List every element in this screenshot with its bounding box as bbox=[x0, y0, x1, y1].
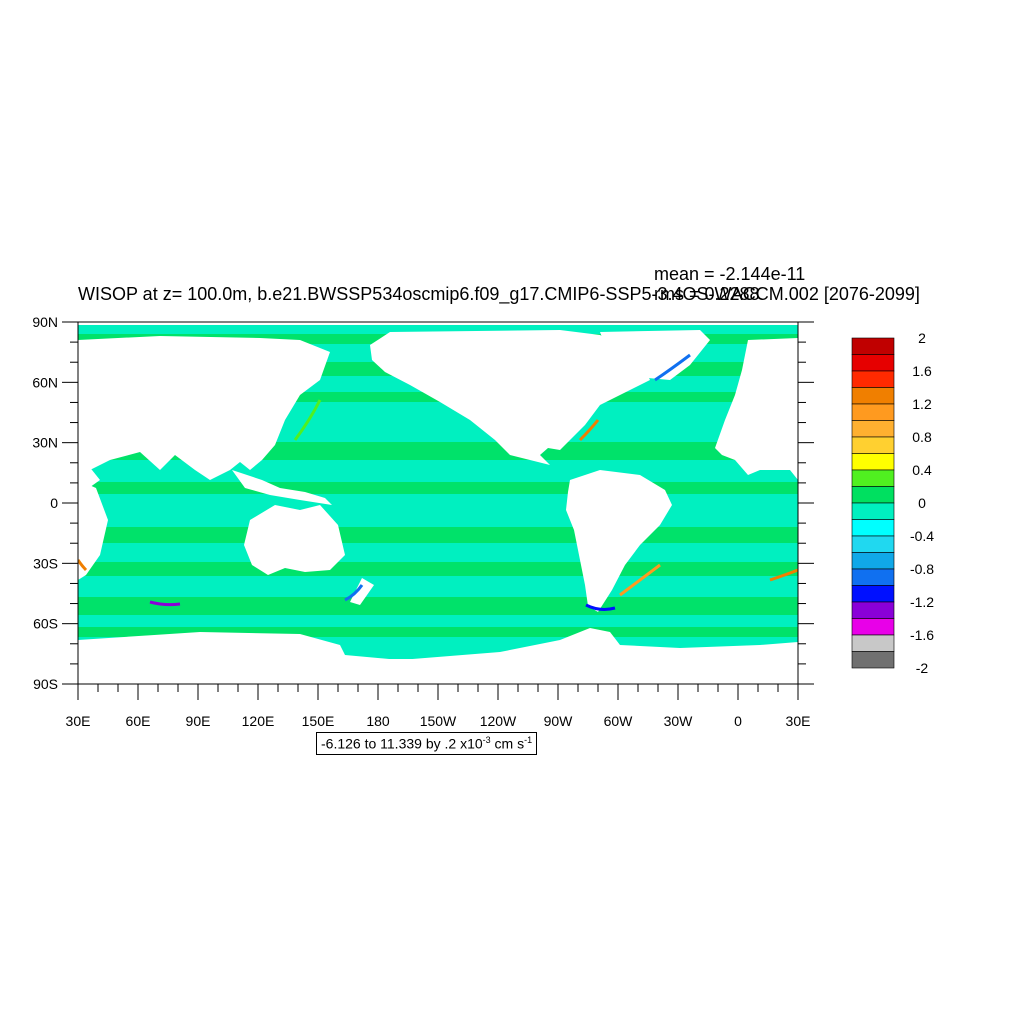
rms-stat: rms = 0.2288 bbox=[654, 284, 760, 304]
colorbar-swatch bbox=[851, 535, 895, 553]
coast-accent-1 bbox=[578, 419, 600, 442]
lon-tick-label: 90W bbox=[544, 713, 574, 729]
lat-tick-label: 0 bbox=[50, 495, 58, 511]
lon-tick-label: 60E bbox=[126, 713, 151, 729]
africa-landmass bbox=[715, 338, 798, 480]
contour-unit: cm s bbox=[490, 735, 525, 752]
south-america-landmass bbox=[566, 470, 672, 612]
colorbar-swatch bbox=[851, 651, 895, 669]
indonesia-landmass bbox=[232, 470, 332, 505]
coast-accent-2 bbox=[654, 353, 691, 382]
lon-tick-label: 150E bbox=[302, 713, 335, 729]
colorbar-label: 1.2 bbox=[912, 396, 932, 412]
colorbar-label: -2 bbox=[916, 660, 929, 676]
colorbar-label: 0 bbox=[918, 495, 926, 511]
greenland-landmass bbox=[600, 330, 710, 380]
coast-accent-8 bbox=[78, 559, 88, 572]
colorbar-swatch bbox=[851, 370, 895, 388]
positive-band-7 bbox=[78, 597, 798, 615]
lat-tick-label: 30S bbox=[33, 555, 58, 571]
positive-band-6 bbox=[78, 562, 798, 576]
lon-tick-label: 90E bbox=[186, 713, 211, 729]
positive-band-4 bbox=[78, 482, 798, 494]
contour-unit-exponent: -1 bbox=[524, 735, 533, 745]
colorbar-swatch bbox=[851, 469, 895, 487]
colorbar-swatch bbox=[851, 585, 895, 603]
lon-tick-label: 120W bbox=[480, 713, 517, 729]
colorbar-swatch bbox=[851, 387, 895, 405]
colorbar-label: -0.4 bbox=[910, 528, 934, 544]
colorbar-swatch bbox=[851, 420, 895, 438]
lat-tick-label: 90S bbox=[33, 676, 58, 692]
colorbar-swatch bbox=[851, 436, 895, 454]
colorbar-swatch bbox=[851, 634, 895, 652]
contour-range-text: -6.126 to 11.339 by .2 x10 bbox=[321, 735, 483, 752]
colorbar-swatch bbox=[851, 337, 895, 355]
colorbar-swatch bbox=[851, 403, 895, 421]
lat-tick-label: 90N bbox=[32, 314, 58, 330]
north-america-landmass bbox=[370, 330, 650, 465]
map-axes: 90N 60N 30N 0 30S 60S 90S 30E 60E 90E 120E 150E 180 1… bbox=[32, 314, 814, 729]
colorbar-label: -1.6 bbox=[910, 627, 934, 643]
colorbar-swatch bbox=[851, 601, 895, 619]
lon-tick-label: 150W bbox=[420, 713, 457, 729]
lon-tick-label: 180 bbox=[366, 713, 390, 729]
colorbar-label: -1.2 bbox=[910, 594, 934, 610]
coast-accent-5 bbox=[149, 600, 181, 607]
new-zealand-landmass bbox=[350, 578, 374, 605]
colorbar-label: 2 bbox=[918, 330, 926, 346]
colorbar-swatch bbox=[851, 618, 895, 636]
coast-accent-4 bbox=[619, 563, 661, 597]
positive-band-8 bbox=[78, 627, 798, 637]
colorbar-label: 0.4 bbox=[912, 462, 932, 478]
colorbar-label: 1.6 bbox=[912, 363, 932, 379]
colorbar-swatch bbox=[851, 486, 895, 504]
lat-tick-label: 60N bbox=[32, 374, 58, 390]
lon-tick-label: 0 bbox=[734, 713, 742, 729]
ocean-field-map bbox=[78, 325, 798, 684]
australia-landmass bbox=[244, 505, 345, 575]
africa-south-landmass bbox=[78, 480, 108, 580]
colorbar-swatch bbox=[851, 453, 895, 471]
lon-tick-label: 30E bbox=[786, 713, 811, 729]
colorbar-swatch bbox=[851, 502, 895, 520]
lat-tick-label: 30N bbox=[32, 435, 58, 451]
colorbar: 2 1.6 1.2 0.8 0.4 0 -0.4 -0.8 -1.2 -1.6 -2 bbox=[851, 330, 934, 676]
contour-info-box: -6.126 to 11.339 by .2 x10-3 cm s-1 bbox=[316, 732, 538, 755]
colorbar-swatch bbox=[851, 519, 895, 537]
coast-accent-3 bbox=[585, 603, 616, 611]
colorbar-label: 0.8 bbox=[912, 429, 932, 445]
map-clip-group bbox=[78, 325, 798, 684]
colorbar-label: -0.8 bbox=[910, 561, 934, 577]
coast-accent-6 bbox=[344, 584, 364, 602]
lat-tick-label: 60S bbox=[33, 616, 58, 632]
antarctica-landmass bbox=[78, 628, 798, 684]
mean-stat: mean = -2.144e-11 bbox=[654, 264, 806, 284]
coast-accent-0 bbox=[293, 399, 322, 441]
contour-exponent: -3 bbox=[482, 735, 491, 745]
eurasia-landmass bbox=[78, 336, 330, 480]
colorbar-swatch bbox=[851, 552, 895, 570]
lon-tick-label: 30W bbox=[664, 713, 694, 729]
lon-tick-label: 30E bbox=[66, 713, 91, 729]
lon-tick-label: 120E bbox=[242, 713, 275, 729]
arabia-landmass bbox=[78, 455, 100, 490]
colorbar-swatch bbox=[851, 568, 895, 586]
lon-tick-label: 60W bbox=[604, 713, 634, 729]
plot-title: WISOP at z= 100.0m, b.e21.BWSSP534oscmip… bbox=[78, 284, 920, 304]
colorbar-swatch bbox=[851, 354, 895, 372]
positive-band-5 bbox=[78, 527, 798, 543]
coast-accent-7 bbox=[769, 568, 798, 582]
